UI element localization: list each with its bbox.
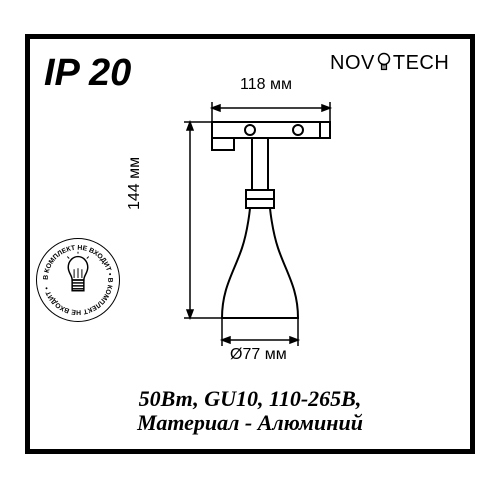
- bulb-icon: [67, 252, 88, 291]
- height-dim-label: 144 мм: [126, 157, 144, 210]
- diameter-dim-label: Ø77 мм: [230, 346, 287, 364]
- lamp-schematic: 118 мм 144 мм Ø77 мм: [150, 80, 390, 375]
- width-dimension: [212, 102, 330, 122]
- lamp-body: [222, 208, 298, 318]
- logo-bulb-icon: [376, 52, 392, 78]
- brand-logo: NOV TECH: [330, 52, 449, 78]
- logo-text-mid2: TECH: [393, 52, 449, 74]
- ip-rating: IP 20: [44, 52, 131, 95]
- width-dim-label: 118 мм: [240, 76, 292, 94]
- height-dimension: [184, 122, 222, 318]
- logo-text-pre: N: [330, 52, 345, 74]
- track-adapter: [212, 122, 330, 150]
- spec-line-2: Материал - Алюминий: [0, 410, 500, 436]
- bulb-not-included-stamp: В КОМПЛЕКТ НЕ ВХОДИТ • В КОМПЛЕКТ НЕ ВХО…: [36, 238, 120, 322]
- lamp-stem: [246, 138, 274, 208]
- logo-text-mid1: OV: [345, 52, 375, 74]
- spec-line-1: 50Вт, GU10, 110-265В,: [0, 386, 500, 412]
- page: IP 20 NOV TECH В КОМПЛЕКТ НЕ ВХОДИТ • В …: [0, 0, 500, 500]
- diameter-dimension: [222, 318, 298, 346]
